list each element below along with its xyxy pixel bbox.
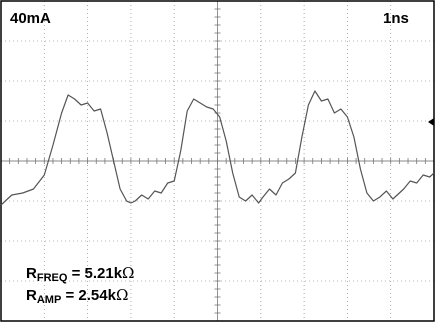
ramp-prefix: R <box>26 287 37 304</box>
rfreq-subscript: FREQ <box>36 272 68 284</box>
rfreq-annotation: RFREQ = 5.21kΩ <box>26 266 134 284</box>
rfreq-prefix: R <box>26 265 37 282</box>
ramp-value: = 2.54k <box>61 287 116 304</box>
trigger-marker <box>428 118 434 126</box>
ramp-subscript: AMP <box>36 294 62 306</box>
rfreq-unit: Ω <box>122 264 135 282</box>
rfreq-value: = 5.21k <box>67 265 123 282</box>
time-scale-label: 1ns <box>383 10 409 27</box>
ramp-unit: Ω <box>115 286 129 304</box>
ramp-annotation: RAMP = 2.54kΩ <box>26 288 128 306</box>
vertical-scale-label: 40mA <box>10 10 51 27</box>
waveform-trace <box>0 90 435 206</box>
